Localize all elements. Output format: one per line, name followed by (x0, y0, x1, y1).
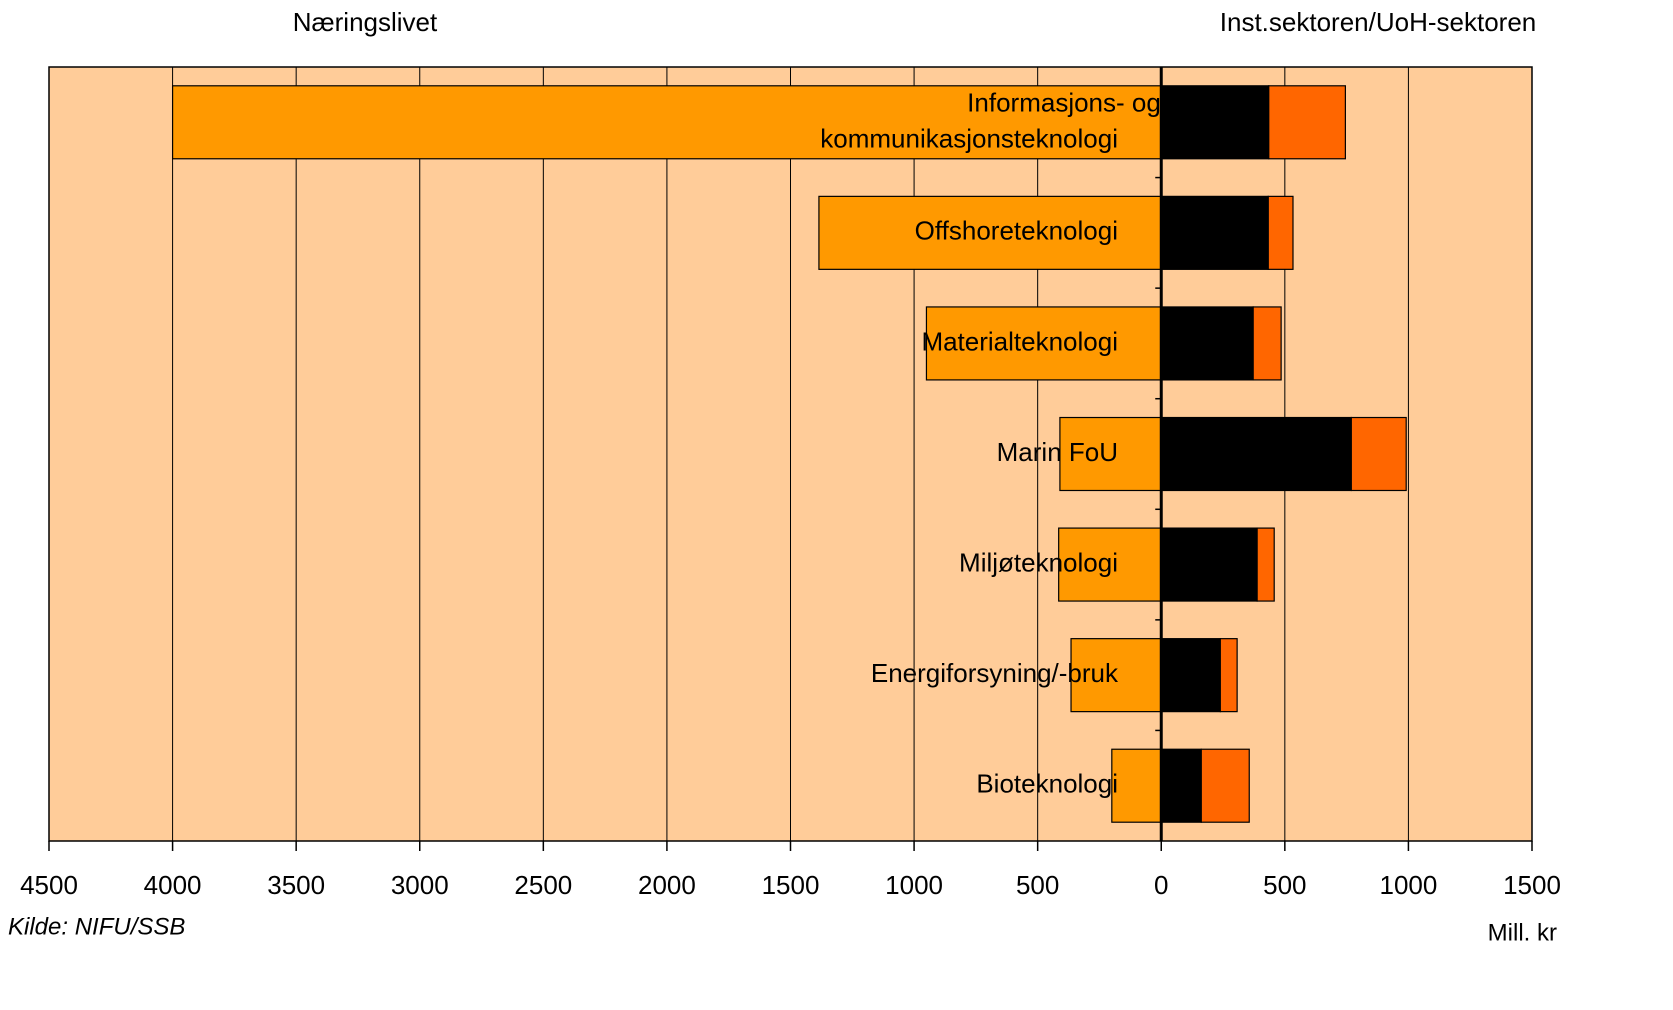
bar (1160, 195, 1269, 270)
x-tick-label: 4000 (144, 870, 202, 900)
bar (1160, 748, 1202, 823)
x-tick-label: 0 (1154, 870, 1168, 900)
x-tick-label: 1000 (1379, 870, 1437, 900)
unit-label: Mill. kr (1488, 919, 1557, 946)
source: Kilde: NIFU/SSB (8, 913, 185, 940)
bar (1160, 416, 1352, 492)
category-label: Offshoreteknologi (915, 216, 1118, 246)
category-label: Miljøteknologi (959, 547, 1118, 577)
category-label: Energiforsyning/-bruk (871, 658, 1119, 688)
category-label: Marin FoU (997, 437, 1118, 467)
x-tick-label: 500 (1263, 870, 1306, 900)
bar (1160, 85, 1270, 160)
bar (1268, 85, 1346, 160)
bar (1059, 416, 1162, 492)
bar (1160, 527, 1258, 602)
x-tick-label: 500 (1016, 870, 1059, 900)
x-tick-label: 1500 (762, 870, 820, 900)
bar (1256, 527, 1275, 602)
bar (1252, 306, 1282, 381)
x-tick-label: 3500 (267, 870, 325, 900)
bar (818, 195, 1162, 270)
x-tick-label: 1000 (885, 870, 943, 900)
x-tick-label: 2000 (638, 870, 696, 900)
bar (1350, 416, 1407, 492)
bar (1070, 638, 1162, 713)
bar (1111, 748, 1162, 823)
bar (171, 85, 1162, 160)
bar (925, 306, 1162, 381)
bar (1219, 638, 1238, 713)
x-tick-label: 4500 (20, 870, 78, 900)
x-tick-label: 3000 (391, 870, 449, 900)
bar (1160, 306, 1254, 381)
left-header: Næringslivet (293, 7, 438, 37)
category-label: Bioteknologi (976, 769, 1118, 799)
x-tick-label: 1500 (1503, 870, 1561, 900)
category-label: Materialteknologi (921, 326, 1118, 356)
x-tick-label: 2500 (514, 870, 572, 900)
bar (1160, 638, 1221, 713)
category-label: Informasjons- og kommunikasjonsteknologi (820, 87, 1161, 153)
bar (1267, 195, 1294, 270)
right-header: Inst.sektoren/UoH-sektoren (1220, 7, 1536, 37)
bar (1200, 748, 1250, 823)
